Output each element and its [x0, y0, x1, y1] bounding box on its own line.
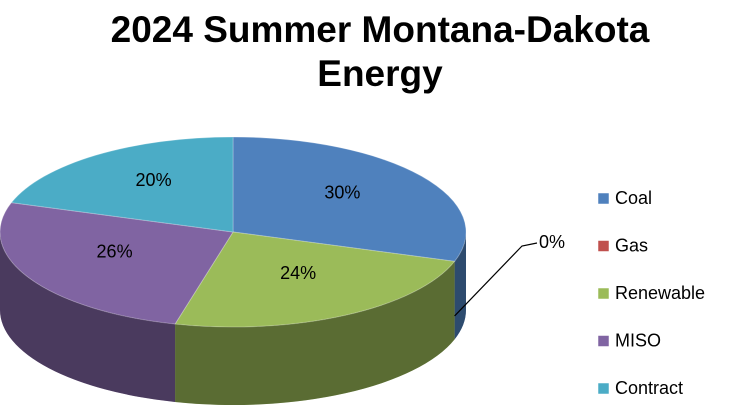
data-label: 0% [539, 232, 565, 252]
pie-slice [0, 202, 234, 325]
data-label: 26% [97, 241, 133, 261]
legend-label: Renewable [615, 283, 705, 303]
pie-side-shade [175, 261, 455, 405]
legend-label: MISO [615, 330, 661, 350]
legend-swatch [597, 382, 610, 395]
legend-swatch [597, 240, 610, 252]
legend-label: Coal [615, 188, 652, 208]
data-label: 30% [324, 182, 360, 202]
legend-swatch [597, 192, 610, 205]
pie-side-shade [0, 232, 176, 403]
legend-swatch [597, 287, 610, 300]
chart-title: 2024 Summer Montana-Dakota Energy [110, 9, 650, 94]
legend-label: Contract [615, 378, 683, 398]
pie-side [0, 232, 176, 403]
legend-label: Gas [615, 235, 648, 255]
leader-line [454, 242, 538, 317]
pie-slice [10, 136, 234, 233]
data-label: 20% [136, 170, 172, 190]
pie-slice [174, 231, 456, 328]
pie-side [175, 261, 455, 405]
data-label: 24% [280, 263, 316, 283]
pie-slice [232, 136, 467, 262]
legend-swatch [597, 335, 610, 347]
